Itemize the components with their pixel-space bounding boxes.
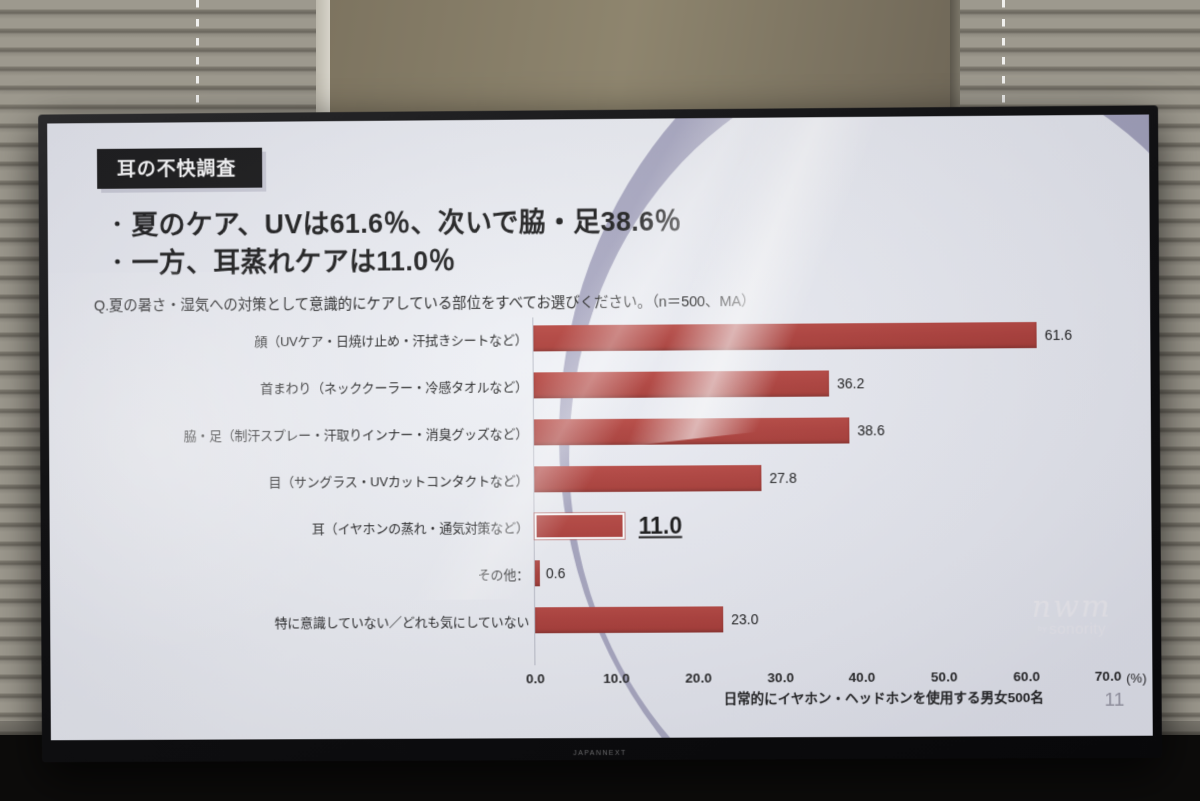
headline-bullet-1: ・夏のケア、UVは61.6％、次いで脇・足38.6％ [107,202,682,245]
x-tick-5: 50.0 [930,669,958,685]
value-label-6: 23.0 [731,611,759,628]
headline-text-2: 一方、耳蒸れケアは11.0％ [131,246,456,279]
television: JAPANNEXT 耳の不快調査 ・夏のケア、UVは61.6％、次いで脇・足38… [38,105,1162,763]
logo-sub-text: sonority [1049,620,1107,638]
x-tick-1: 10.0 [603,670,630,686]
slide-page-number: 11 [1104,689,1125,711]
logo-by: by [1037,623,1048,633]
category-label: 耳（イヤホンの蒸れ・通気対策など） [311,519,529,537]
x-axis-unit-label: (%) [1126,670,1147,686]
bar-2 [533,417,850,446]
tv-bezel: JAPANNEXT 耳の不快調査 ・夏のケア、UVは61.6％、次いで脇・足38… [38,105,1162,763]
bullet-glyph: ・ [107,252,128,275]
headline-block: ・夏のケア、UVは61.6％、次いで脇・足38.6％ ・一方、耳蒸れケアは11.… [107,202,682,283]
chart-row: その他： 0.6 [95,557,1095,588]
x-tick-2: 20.0 [685,670,712,686]
bar-4 [534,512,625,540]
category-label: 顔（UVケア・日焼け止め・汗拭きシートなど） [254,331,528,349]
tv-screen: 耳の不快調査 ・夏のケア、UVは61.6％、次いで脇・足38.6％ ・一方、耳蒸… [47,114,1153,741]
value-label-2: 38.6 [857,422,885,439]
value-label-1: 36.2 [836,375,865,392]
category-label: 特に意識していない／どれも気にしていない [274,613,530,631]
bar-0 [533,322,1037,352]
category-label: 目（サングラス・UVカットコンタクトなど） [268,472,529,490]
tv-brand-label: JAPANNEXT [573,749,627,758]
value-label-4: 11.0 [638,512,683,539]
chart-row: 特に意識していない／どれも気にしていない 23.0 [96,605,1096,636]
category-label: 首まわり（ネッククーラー・冷感タオルなど） [260,378,528,396]
chart-row: 目（サングラス・UVカットコンタクトなど） 27.8 [95,463,1095,495]
bullet-glyph: ・ [107,214,128,237]
bar-6 [535,606,724,634]
headline-bullet-2: ・一方、耳蒸れケアは11.0％ [107,241,682,283]
chart-row: 首まわり（ネッククーラー・冷感タオルなど） 36.2 [94,369,1094,401]
category-label: その他： [477,566,529,583]
slide-footnote: 日常的にイヤホン・ヘッドホンを使用する男女500名 [723,690,1044,707]
brand-logo: nwm by sonority [1032,589,1112,638]
presentation-slide: 耳の不快調査 ・夏のケア、UVは61.6％、次いで脇・足38.6％ ・一方、耳蒸… [47,114,1153,741]
category-label: 脇・足（制汗スプレー・汗取りインナー・消臭グッズなど） [183,425,529,444]
slide-title: 耳の不快調査 [96,147,263,189]
value-label-5: 0.6 [545,565,566,582]
x-tick-6: 60.0 [1013,668,1040,685]
bar-1 [533,370,830,399]
chart-row: 顔（UVケア・日焼け止め・汗拭きシートなど） 61.6 [94,322,1094,355]
x-tick-7: 70.0 [1094,668,1122,684]
x-tick-4: 40.0 [848,669,876,685]
x-tick-3: 30.0 [767,670,794,686]
x-tick-0: 0.0 [526,671,545,687]
bar-5 [534,560,540,587]
value-label-0: 61.6 [1044,326,1073,344]
logo-subtitle: by sonority [1032,620,1112,638]
bar-3 [534,465,762,493]
headline-text-1: 夏のケア、UVは61.6％、次いで脇・足38.6％ [131,206,682,241]
bar-chart: 顔（UVケア・日焼け止め・汗拭きシートなど） 61.6 首まわり（ネッククーラー… [94,314,1147,690]
value-label-3: 27.8 [769,469,797,487]
chart-row: 脇・足（制汗スプレー・汗取りインナー・消臭グッズなど） 38.6 [95,416,1095,448]
chart-row-highlighted: 耳（イヤホンの蒸れ・通気対策など） 11.0 [95,510,1095,542]
